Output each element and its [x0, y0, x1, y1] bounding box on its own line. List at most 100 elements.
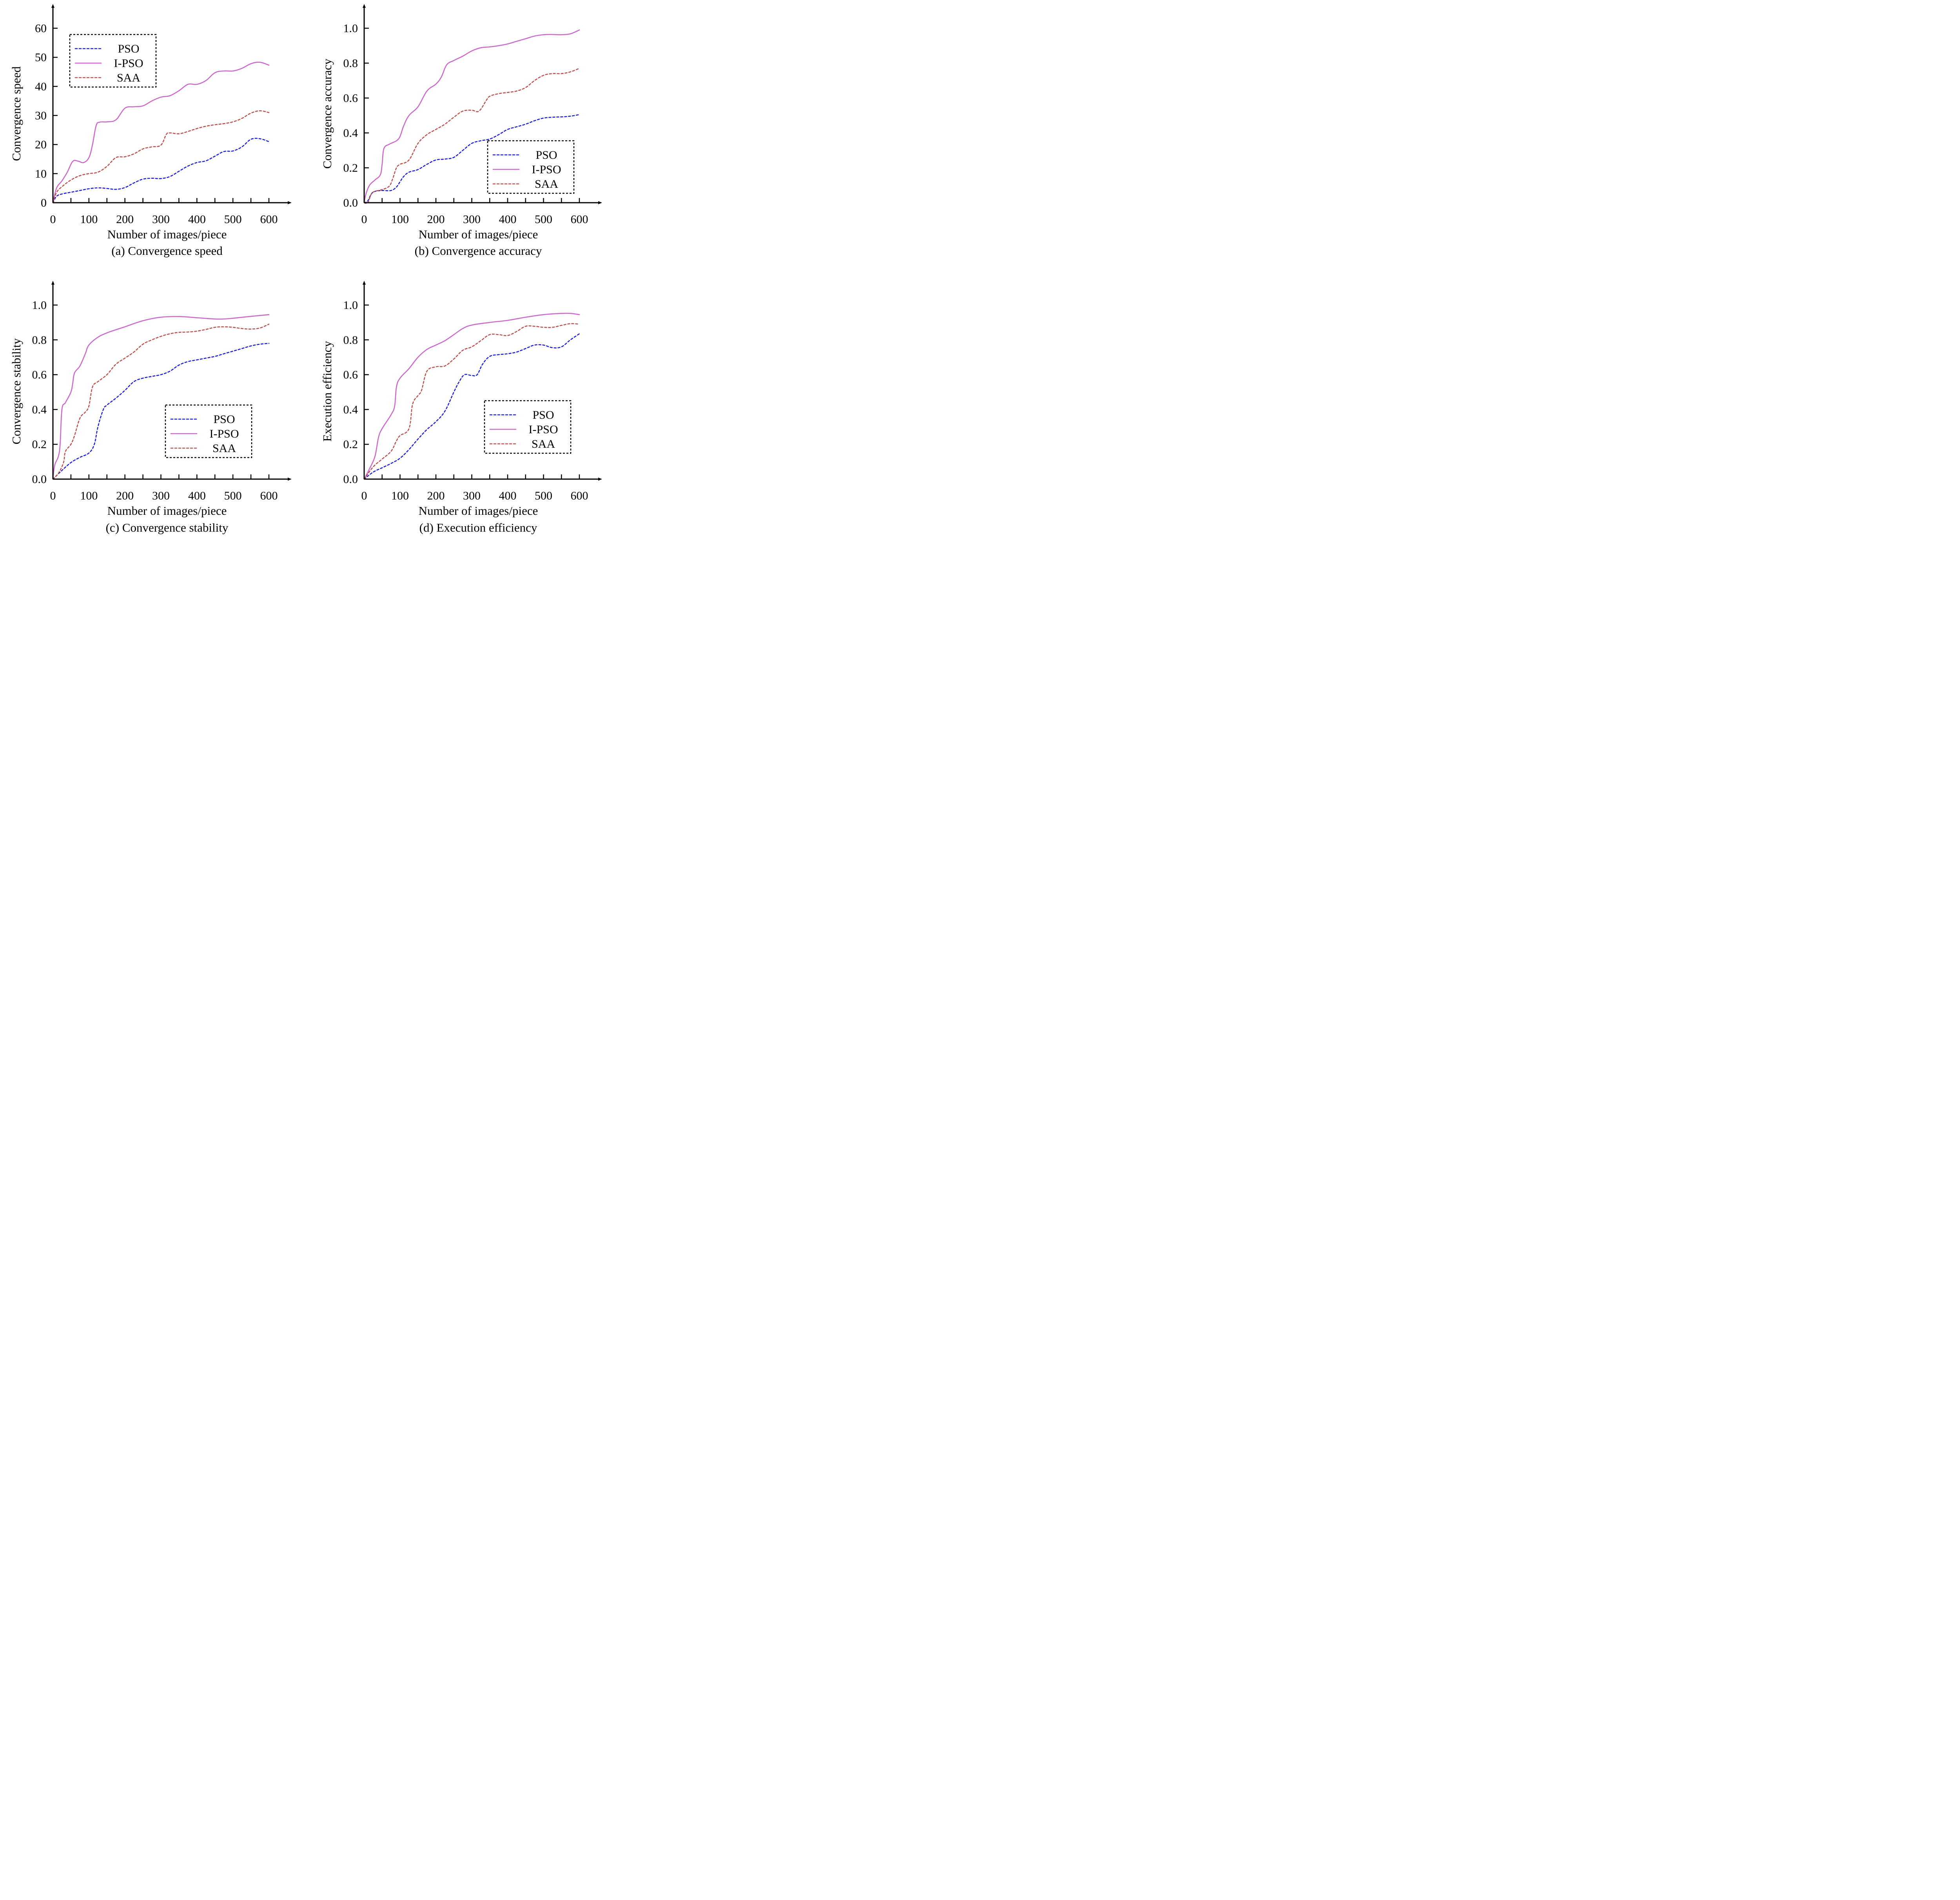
y-tick-label: 0.4	[343, 127, 358, 140]
x-tick-label: 600	[571, 213, 588, 226]
legend-frame	[165, 404, 252, 458]
y-tick-label: 50	[35, 51, 47, 64]
panel-b-convergence-accuracy: 0 100 200 300 400 500 600 0.0 0.2 0.4 0.6 0.8 1.0 Nu…	[320, 4, 602, 258]
x-tick-label: 500	[535, 213, 552, 226]
series-line-saa	[363, 68, 580, 204]
y-tick-label: 0.0	[32, 473, 47, 486]
y-tick-label: 20	[35, 138, 47, 151]
y-tick-label: 0.8	[343, 57, 358, 70]
series-line-i-pso	[363, 312, 580, 480]
x-tick-label: 600	[571, 489, 588, 502]
axes-layer: 0 100 200 300 400 500 600 0.0 0.2 0.4 0.6 0.8 1.0	[32, 281, 292, 502]
x-tick-label: 400	[188, 489, 206, 502]
y-tick-label: 0.6	[343, 369, 358, 381]
x-axis-title: Number of images/piece	[107, 504, 227, 518]
panel-caption: (a) Convergence speed	[111, 244, 223, 258]
y-tick-label: 0.6	[32, 369, 47, 381]
panel-caption: (b) Convergence accuracy	[415, 244, 542, 258]
x-tick-label: 400	[499, 489, 517, 502]
x-tick-label: 100	[391, 489, 409, 502]
x-tick-label: 500	[535, 489, 552, 502]
x-tick-label: 500	[224, 489, 242, 502]
x-tick-label: 500	[224, 213, 242, 226]
x-tick-label: 0	[50, 489, 56, 502]
x-axis-title: Number of images/piece	[419, 227, 538, 241]
y-tick-label: 10	[35, 167, 47, 180]
y-tick-label: 30	[35, 109, 47, 122]
series-line-pso	[52, 138, 270, 203]
x-tick-label: 300	[152, 213, 170, 226]
y-tick-label: 0.0	[343, 196, 358, 209]
series-line-i-pso	[52, 314, 270, 480]
x-tick-label: 100	[80, 213, 98, 226]
y-tick-label: 1.0	[343, 299, 358, 312]
series-line-pso	[52, 343, 270, 480]
y-tick-label: 60	[35, 22, 47, 35]
x-tick-label: 200	[427, 489, 445, 502]
y-tick-label: 0.6	[343, 92, 358, 105]
panel-caption: (d) Execution efficiency	[419, 521, 537, 534]
x-axis-title: Number of images/piece	[107, 227, 227, 241]
y-axis-title: Convergence stability	[9, 338, 23, 444]
panel-d-execution-efficiency: 0 100 200 300 400 500 600 0.0 0.2 0.4 0.6 0.8 1.0 Nu…	[320, 281, 602, 534]
y-tick-label: 0.8	[32, 334, 47, 347]
y-tick-label: 0.8	[343, 334, 358, 347]
legend-label: I-PSO	[209, 427, 239, 440]
axes-layer: 0 100 200 300 400 500 600 0.0 0.2 0.4 0.6 0.8 1.0	[343, 281, 602, 502]
series-line-saa	[363, 323, 580, 480]
y-tick-label: 40	[35, 80, 47, 93]
legend-label: PSO	[213, 413, 235, 426]
series-layer	[363, 312, 580, 480]
y-tick-label: 1.0	[343, 22, 358, 35]
legend-label: PSO	[535, 149, 557, 162]
x-tick-label: 300	[463, 213, 481, 226]
legend-label: SAA	[532, 438, 555, 450]
x-tick-label: 600	[260, 213, 278, 226]
series-line-i-pso	[52, 62, 270, 203]
x-tick-label: 100	[80, 489, 98, 502]
x-tick-label: 300	[463, 489, 481, 502]
legend-frame	[484, 400, 572, 454]
y-axis-title: Convergence accuracy	[320, 58, 334, 169]
x-tick-label: 300	[152, 489, 170, 502]
y-tick-label: 0.2	[343, 438, 358, 451]
series-line-pso	[363, 333, 580, 480]
x-tick-label: 0	[50, 213, 56, 226]
y-tick-label: 0.0	[343, 473, 358, 486]
legend-label: SAA	[535, 178, 558, 191]
series-layer	[52, 62, 270, 203]
legend-label: PSO	[532, 409, 554, 421]
legend-frame	[487, 140, 575, 194]
panel-c-convergence-stability: 0 100 200 300 400 500 600 0.0 0.2 0.4 0.6 0.8 1.0 Nu…	[9, 281, 292, 534]
y-tick-label: 0.2	[343, 162, 358, 174]
legend: PSO I-PSO SAA	[484, 400, 572, 454]
y-tick-label: 0.4	[32, 403, 47, 416]
legend-label: PSO	[118, 42, 139, 55]
y-tick-label: 0	[41, 196, 47, 209]
x-tick-label: 400	[499, 213, 517, 226]
y-axis-title: Convergence speed	[9, 66, 23, 161]
x-tick-label: 200	[116, 489, 134, 502]
y-tick-label: 0.2	[32, 438, 47, 451]
series-line-saa	[52, 323, 270, 480]
x-axis-title: Number of images/piece	[419, 504, 538, 518]
series-line-i-pso	[363, 29, 580, 203]
legend-label: I-PSO	[532, 163, 561, 176]
series-line-pso	[363, 114, 580, 203]
series-layer	[52, 314, 270, 480]
x-tick-label: 100	[391, 213, 409, 226]
legend-frame	[69, 34, 157, 88]
legend-label: I-PSO	[114, 57, 143, 70]
figure: 0 100 200 300 400 500 600 0 10 20 30 40 50 60 Number …	[9, 4, 602, 534]
legend-label: SAA	[117, 71, 140, 84]
x-tick-label: 200	[116, 213, 134, 226]
legend-label: I-PSO	[528, 423, 558, 436]
y-axis-title: Execution efficiency	[320, 341, 334, 441]
axes-layer: 0 100 200 300 400 500 600 0.0 0.2 0.4 0.6 0.8 1.0	[343, 4, 602, 226]
panel-a-convergence-speed: 0 100 200 300 400 500 600 0 10 20 30 40 50 60 Number …	[9, 4, 292, 258]
series-line-saa	[52, 110, 270, 203]
x-tick-label: 200	[427, 213, 445, 226]
x-tick-label: 0	[361, 213, 367, 226]
